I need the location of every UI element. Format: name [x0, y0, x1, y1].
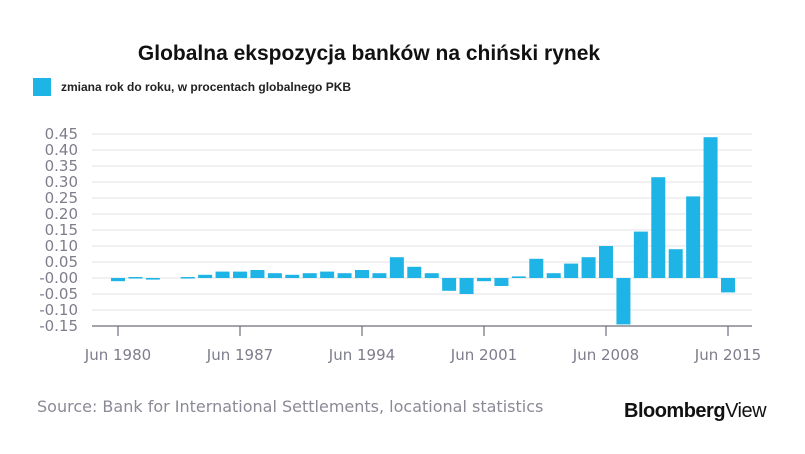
bar — [459, 278, 474, 294]
bar — [494, 278, 509, 286]
legend-swatch — [33, 78, 51, 96]
x-tick-label: Jun 1994 — [328, 346, 395, 364]
y-tick-label: 0.10 — [45, 237, 78, 255]
bar — [651, 177, 666, 278]
bar — [111, 278, 125, 282]
bar — [581, 257, 596, 278]
y-tick-label: 0.30 — [45, 173, 78, 191]
bar — [215, 271, 230, 278]
y-tick-label: -0.05 — [39, 285, 78, 303]
bar — [599, 246, 613, 278]
y-tick-label: 0.15 — [45, 221, 78, 239]
chart-legend: zmiana rok do roku, w procentach globaln… — [33, 78, 351, 96]
x-tick-label: Jun 1980 — [84, 346, 151, 364]
bar — [128, 277, 143, 279]
bar — [267, 273, 282, 278]
bar — [250, 270, 265, 278]
bars — [111, 137, 735, 325]
x-axis-ticks: Jun 1980 Jun 1987 Jun 1994 Jun 2001 Jun 2008… — [84, 326, 761, 364]
bar — [633, 231, 648, 278]
y-tick-label: 0.45 — [45, 125, 78, 143]
bar — [180, 277, 195, 279]
y-axis-ticks: 0.450.400.350.300.250.200.150.100.05-0.0… — [39, 125, 78, 335]
bar — [703, 137, 718, 278]
y-tick-label: -0.15 — [39, 317, 78, 335]
y-tick-label: 0.25 — [45, 189, 78, 207]
bar — [477, 278, 491, 282]
bar — [668, 249, 683, 278]
bar — [389, 257, 404, 278]
y-tick-label: 0.35 — [45, 157, 78, 175]
bar — [546, 273, 561, 278]
bar — [198, 274, 213, 278]
bar — [320, 271, 335, 278]
brand-logo-bold: Bloomberg — [624, 400, 726, 422]
x-tick-label: Jun 2008 — [572, 346, 639, 364]
bar — [424, 273, 439, 278]
source-note: Source: Bank for International Settlemen… — [37, 397, 544, 416]
y-tick-label: 0.20 — [45, 205, 78, 223]
chart-title: Globalna ekspozycja banków na chiński ry… — [137, 42, 601, 65]
x-tick-label: Jun 2001 — [450, 346, 517, 364]
bar — [564, 263, 579, 278]
y-tick-label: 0.40 — [45, 141, 78, 159]
bar — [302, 273, 317, 278]
bar — [616, 278, 631, 325]
x-tick-label: Jun 1987 — [206, 346, 273, 364]
bar — [407, 266, 422, 278]
bar — [721, 278, 735, 293]
x-tick-label: Jun 2015 — [694, 346, 761, 364]
bar — [145, 278, 160, 280]
bar — [233, 271, 247, 278]
bar — [355, 270, 369, 278]
bar — [285, 274, 300, 278]
brand-logo-light: View — [725, 400, 767, 422]
y-tick-label: -0.10 — [39, 301, 78, 319]
bar — [337, 273, 352, 278]
bar — [442, 278, 457, 291]
y-tick-label: -0.00 — [39, 269, 78, 287]
y-tick-label: 0.05 — [45, 253, 78, 271]
bar — [529, 258, 544, 278]
legend-label: zmiana rok do roku, w procentach globaln… — [61, 80, 352, 94]
bar — [511, 276, 526, 278]
bar — [686, 196, 701, 278]
bar — [372, 273, 387, 278]
brand-logo: BloombergView — [624, 400, 767, 423]
